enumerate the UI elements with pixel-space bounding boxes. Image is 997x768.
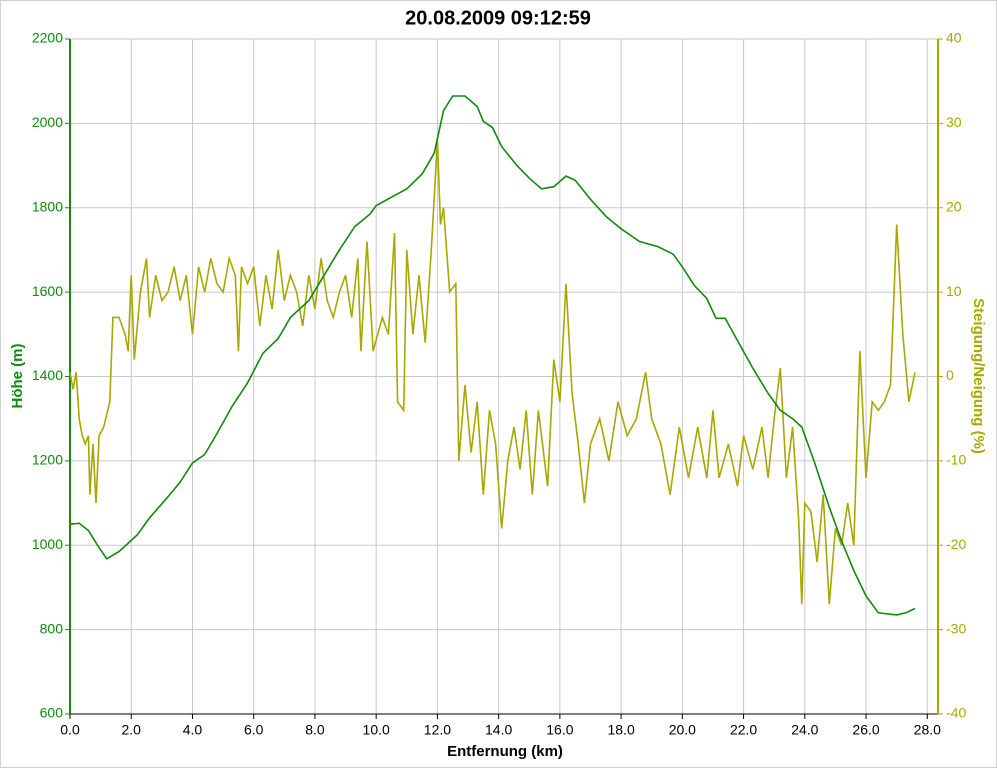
x-tick-label: 0.0 [60,722,80,738]
y2-tick-label: -10 [946,452,966,468]
x-tick-label: 26.0 [852,722,879,738]
y-tick-label: 1800 [32,198,63,214]
x-tick-label: 22.0 [730,722,757,738]
y-tick-label: 600 [40,705,64,721]
x-tick-label: 10.0 [363,722,390,738]
y-tick-label: 2000 [32,114,63,130]
y2-tick-label: 30 [946,114,962,130]
y2-tick-label: -30 [946,620,966,636]
x-tick-label: 14.0 [485,722,512,738]
y-tick-label: 1600 [32,283,63,299]
x-tick-label: 16.0 [546,722,573,738]
chart-title: 20.08.2009 09:12:59 [405,7,591,29]
x-tick-label: 4.0 [183,722,203,738]
y2-axis-label: Steigung/Neigung (%) [970,298,987,454]
x-tick-label: 18.0 [607,722,634,738]
y-tick-label: 1200 [32,452,63,468]
y2-tick-label: -20 [946,536,966,552]
y-tick-label: 800 [40,620,64,636]
y-tick-label: 1000 [32,536,63,552]
y2-tick-label: 10 [946,283,962,299]
x-tick-label: 28.0 [914,722,941,738]
data-line [69,95,916,616]
y2-tick-label: -40 [946,705,966,721]
x-tick-label: 12.0 [424,722,451,738]
y2-tick-label: 0 [946,367,954,383]
x-tick-label: 6.0 [244,722,264,738]
x-tick-label: 8.0 [305,722,325,738]
y-tick-label: 1400 [32,367,63,383]
y2-tick-label: 20 [946,198,962,214]
x-tick-label: 2.0 [122,722,142,738]
y-axis-label: Höhe (m) [9,344,26,409]
y-tick-label: 2200 [32,30,63,46]
x-axis-label: Entfernung (km) [447,743,563,760]
data-line [69,140,916,605]
x-tick-label: 24.0 [791,722,818,738]
y2-tick-label: 40 [946,30,962,46]
x-tick-label: 20.0 [669,722,696,738]
